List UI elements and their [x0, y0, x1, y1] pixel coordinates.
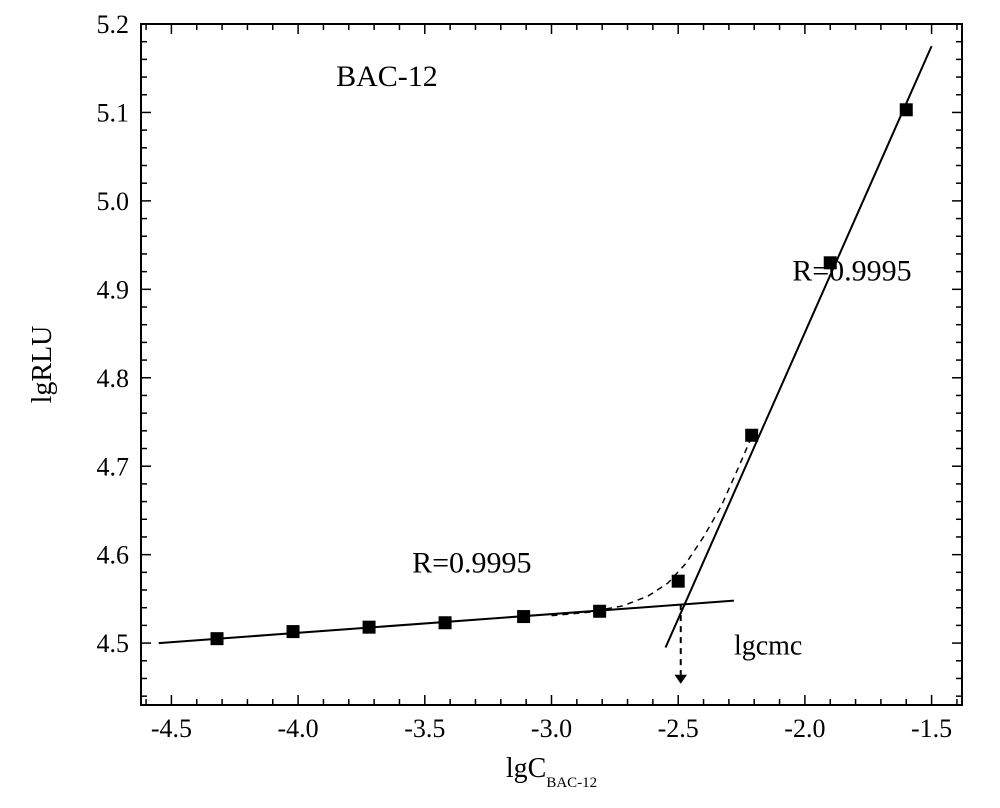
y-tick-label: 4.5 [97, 629, 130, 658]
lgcmc-annotation: lgcmc [734, 631, 802, 662]
chart-svg: -4.5 -4.0 -3.5 -3.0 -2.5 -2.0 -1.5 4.5 4.6 4.7 4.8… [0, 0, 1000, 808]
y-tick-label: 5.1 [97, 99, 130, 128]
r-value-annotation: R=0.9995 [412, 546, 531, 579]
data-point [211, 633, 223, 645]
chart-background [0, 0, 1000, 808]
x-tick-label: -1.5 [911, 714, 952, 743]
data-point [518, 611, 530, 623]
y-axis-label: lgRLU [27, 326, 58, 404]
data-point [287, 626, 299, 638]
data-point [363, 621, 375, 633]
y-tick-label: 4.7 [97, 452, 130, 481]
x-tick-label: -2.5 [658, 714, 699, 743]
x-tick-label: -3.0 [531, 714, 572, 743]
y-tick-label: 4.6 [97, 541, 130, 570]
data-point [439, 617, 451, 629]
series-title: BAC-12 [336, 60, 438, 93]
x-tick-label: -4.5 [151, 714, 192, 743]
data-point [594, 605, 606, 617]
x-tick-label: -4.0 [278, 714, 319, 743]
x-tick-label: -3.5 [404, 714, 445, 743]
y-tick-label: 5.2 [97, 10, 130, 39]
chart-container: -4.5 -4.0 -3.5 -3.0 -2.5 -2.0 -1.5 4.5 4.6 4.7 4.8… [0, 0, 1000, 808]
y-tick-label: 4.9 [97, 275, 130, 304]
y-tick-label: 5.0 [97, 187, 130, 216]
r-value-annotation: R=0.9995 [792, 254, 911, 287]
data-point [672, 575, 684, 587]
y-tick-label: 4.8 [97, 364, 130, 393]
data-point [746, 429, 758, 441]
x-tick-label: -2.0 [784, 714, 825, 743]
data-point [900, 104, 912, 116]
